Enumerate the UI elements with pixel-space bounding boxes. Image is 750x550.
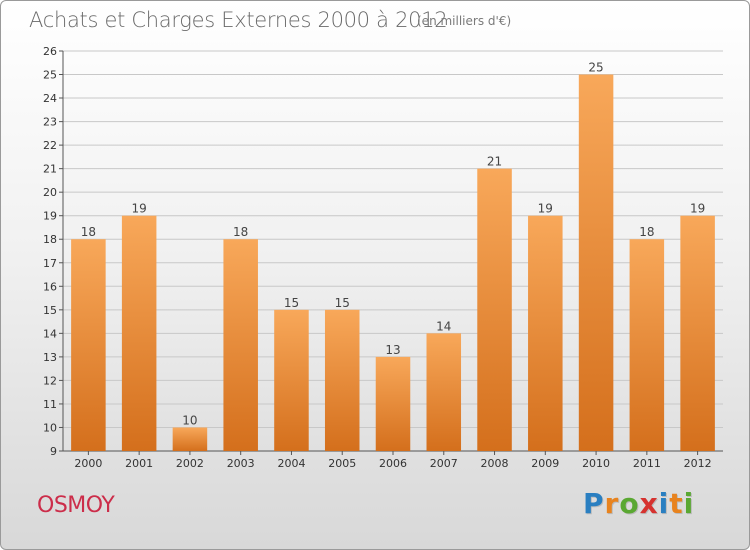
data-label: 25	[588, 61, 603, 75]
y-tick-label: 17	[43, 257, 57, 270]
y-tick-label: 12	[43, 374, 57, 387]
y-tick-label: 11	[43, 398, 57, 411]
bar	[578, 74, 614, 451]
y-tick-label: 21	[43, 163, 57, 176]
bar	[528, 215, 563, 451]
x-tick-label: 2000	[74, 457, 102, 470]
bar	[274, 309, 309, 451]
x-tick-label: 2009	[531, 457, 559, 470]
chart-title: Achats et Charges Externes 2000 à 2012	[29, 8, 448, 32]
y-tick-label: 14	[43, 327, 57, 340]
y-tick-label: 9	[50, 445, 57, 458]
data-label: 19	[538, 202, 553, 216]
x-tick-label: 2011	[633, 457, 661, 470]
x-tick-label: 2007	[430, 457, 458, 470]
logo-letter: t	[669, 487, 684, 520]
y-tick-label: 24	[43, 92, 57, 105]
logo-letter: i	[658, 487, 670, 520]
data-label: 18	[639, 225, 654, 239]
data-label: 15	[335, 296, 350, 310]
bar	[426, 333, 462, 451]
bar	[324, 309, 360, 451]
x-tick-label: 2003	[227, 457, 255, 470]
chart-subtitle: (en milliers d'€)	[417, 14, 512, 28]
bar	[375, 356, 411, 451]
bar	[172, 427, 208, 451]
bar	[71, 239, 106, 451]
x-tick-label: 2005	[328, 457, 356, 470]
y-tick-label: 20	[43, 186, 57, 199]
x-tick-label: 2006	[379, 457, 407, 470]
data-label: 14	[436, 319, 451, 333]
x-tick-label: 2001	[125, 457, 153, 470]
logo-letter: P	[583, 487, 605, 520]
y-tick-label: 13	[43, 351, 57, 364]
bar	[121, 215, 157, 451]
y-tick-label: 16	[43, 280, 57, 293]
y-tick-label: 22	[43, 139, 57, 152]
y-tick-label: 25	[43, 69, 57, 82]
y-tick-label: 23	[43, 116, 57, 129]
data-label: 10	[182, 413, 197, 427]
logo-letter: i	[683, 487, 695, 520]
data-label: 19	[690, 202, 705, 216]
logo-letter: o	[619, 487, 640, 520]
data-label: 19	[132, 202, 147, 216]
y-tick-label: 26	[43, 45, 57, 58]
bar	[223, 239, 258, 451]
y-tick-label: 19	[43, 210, 57, 223]
data-label: 13	[385, 343, 400, 357]
x-tick-label: 2012	[684, 457, 712, 470]
bar	[629, 239, 665, 451]
data-label: 21	[487, 155, 502, 169]
bar	[477, 168, 512, 451]
bar	[680, 215, 715, 451]
y-tick-label: 15	[43, 304, 57, 317]
x-tick-label: 2008	[481, 457, 509, 470]
logo-letter: x	[639, 487, 659, 520]
data-label: 18	[81, 225, 96, 239]
commune-name: OSMOY	[37, 493, 115, 518]
y-tick-label: 10	[43, 421, 57, 434]
data-label: 18	[233, 225, 248, 239]
proxiti-logo[interactable]: Proxiti	[583, 487, 694, 520]
data-label: 15	[284, 296, 299, 310]
x-tick-label: 2010	[582, 457, 610, 470]
y-tick-label: 18	[43, 233, 57, 246]
x-tick-label: 2004	[277, 457, 305, 470]
x-tick-label: 2002	[176, 457, 204, 470]
logo-letter: r	[604, 487, 620, 520]
